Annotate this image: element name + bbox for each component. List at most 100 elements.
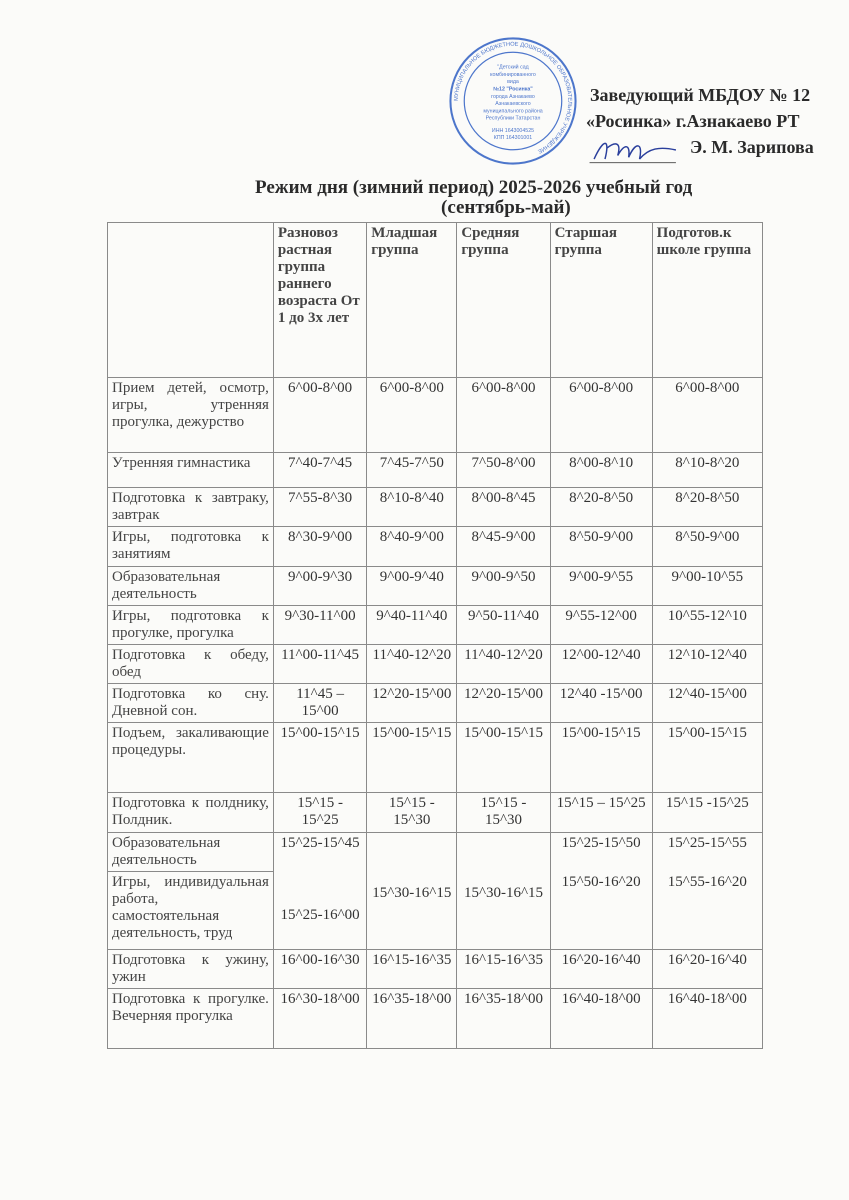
time-cell: 16^15-16^35 [366,949,458,989]
time-cell: 15^30-16^15 [366,832,458,950]
time-range: 15^25-15^55 [667,835,747,851]
time-cell: 11^00-11^45 [272,644,368,684]
activity-label: Образовательная деятельность [107,832,274,872]
svg-text:КПП 164301001: КПП 164301001 [494,135,533,141]
table-row: Игры, индивидуальная работа, самостоятел… [107,871,763,950]
time-range: 8^45-9^00 [471,529,536,545]
time-range: 16^15-16^35 [463,952,544,968]
time-cell: 9^00-10^55 [651,566,764,606]
time-range: 9^00-9^55 [569,569,634,585]
time-cell: 11^45 – 15^00 [272,683,368,723]
time-cell: 8^50-9^00 [651,526,764,567]
approval-title: Заведующий МБДОУ № 12 [590,85,811,105]
time-cell: 15^15 – 15^25 [549,792,653,833]
time-range: 8^20-8^50 [569,490,634,506]
approval-block: Заведующий МБДОУ № 12 «Росинка» г.Азнака… [586,82,814,160]
time-range: 16^40-18^00 [561,991,641,1007]
time-cell: 9^00-9^30 [272,566,368,606]
time-cell: 15^15 - 15^25 [272,792,368,833]
time-range: 8^10-8^20 [675,455,740,471]
time-range: 6^00-8^00 [288,380,353,396]
time-cell: 15^00-15^15 [456,722,551,793]
time-cell: 16^20-16^40 [651,949,764,989]
time-cell: 15^15 -15^25 [651,792,764,833]
table-row: Подготовка к завтраку, завтрак 7^55-8^30 8… [107,487,764,527]
document-title: Режим дня (зимний период) 2025-2026 учеб… [255,178,815,218]
time-cell: 11^40-12^20 [366,644,458,684]
time-range: 16^20-16^40 [667,952,747,968]
header-preschool-group: Подготов.к школе группа [651,222,764,378]
time-cell: 7^40-7^45 [272,452,368,488]
time-range: 16^15-16^35 [372,952,452,968]
activity-label: Подъем, закаливающие процедуры. [107,722,274,793]
svg-text:Республики Татарстан: Республики Татарстан [486,116,541,122]
time-cell: 16^30-18^00 [272,988,368,1049]
time-range: 15^15 - 15^30 [480,795,527,828]
time-range: 7^50-8^00 [471,455,536,471]
time-cell: 8^10-8^40 [366,487,458,527]
daily-schedule-table: Разновоз растная группа раннего возраста… [107,222,764,1049]
time-cell: 9^00-9^50 [456,566,551,606]
activity-label: Игры, индивидуальная работа, самостоятел… [107,871,274,950]
time-cell: 16^35-18^00 [456,988,551,1049]
time-range: 15^15 – 15^25 [556,795,646,811]
svg-text:комбинированного: комбинированного [490,72,536,78]
time-range: 15^00-15^15 [463,725,544,741]
activity-label: Подготовка к завтраку, завтрак [107,487,274,527]
time-range: 11^40-12^20 [372,647,452,663]
svg-text:ИНН 1643004525: ИНН 1643004525 [492,128,534,134]
svg-text:муниципального района: муниципального района [483,107,542,114]
activity-label: Подготовка ко сну. Дневной сон. [107,683,274,723]
time-cell: 15^25-15^45 15^25-16^00 [272,832,368,950]
time-cell: 6^00-8^00 [272,377,368,453]
activity-label: Утренняя гимнастика [107,452,274,488]
time-range: 12^40 -15^00 [559,686,643,702]
time-range: 8^20-8^50 [675,490,740,506]
activity-label: Подготовка к ужину, ужин [107,949,274,989]
time-cell: 6^00-8^00 [366,377,458,453]
time-range: 16^30-18^00 [280,991,360,1007]
activity-label: Игры, подготовка к занятиям [107,526,274,567]
time-range: 7^45-7^50 [379,455,444,471]
official-stamp: МУНИЦИПАЛЬНОЕ БЮДЖЕТНОЕ ДОШКОЛЬНОЕ ОБРАЗ… [449,37,577,165]
time-range: 8^30-9^00 [288,529,353,545]
table-row: Игры, подготовка к занятиям 8^30-9^00 8^40… [107,526,764,567]
time-cell: 9^40-11^40 [366,605,458,645]
time-cell: 16^20-16^40 [549,949,653,989]
time-cell: 12^20-15^00 [456,683,551,723]
activity-label: Прием детей, осмотр, игры, утренняя прог… [107,377,274,453]
time-range: 6^00-8^00 [569,380,634,396]
time-range: 16^35-18^00 [463,991,544,1007]
time-range: 15^25-15^50 [561,835,641,851]
time-range: 15^00-15^15 [667,725,747,741]
time-cell: 8^00-8^10 [549,452,653,488]
activity-label: Образовательная деятельность [107,566,274,606]
time-range: 9^00-9^30 [288,569,353,585]
time-range: 15^30-16^15 [463,885,544,901]
time-cell: 8^30-9^00 [272,526,368,567]
approval-organization: «Росинка» г.Азнакаево РТ [586,111,800,131]
table-row: Подъем, закаливающие процедуры. 15^00-15^… [107,722,764,793]
svg-text:вида: вида [507,79,519,85]
time-range: 12^10-12^40 [667,647,747,663]
time-cell: 12^10-12^40 [651,644,764,684]
time-range: 8^00-8^10 [569,455,634,471]
time-cell: 6^00-8^00 [651,377,764,453]
svg-text:Азнакаевского: Азнакаевского [495,101,531,107]
time-range: 15^25-15^45 [280,835,360,851]
time-range: 9^50-11^40 [467,608,539,624]
time-range: 16^40-18^00 [667,991,747,1007]
time-range: 9^00-10^55 [671,569,744,585]
time-cell: 15^30-16^15 [456,832,551,950]
time-range: 10^55-12^10 [667,608,747,624]
time-cell: 7^50-8^00 [456,452,551,488]
time-cell: 7^45-7^50 [366,452,458,488]
time-range: 11^40-12^20 [464,647,543,663]
time-cell: 16^40-18^00 [549,988,653,1049]
time-cell: 6^00-8^00 [549,377,653,453]
activity-label: Подготовка к обеду, обед [107,644,274,684]
time-cell: 16^00-16^30 [272,949,368,989]
time-cell: 15^25-15^50 15^50-16^20 [549,832,653,950]
time-cell: 9^00-9^40 [366,566,458,606]
table-header-row: Разновоз растная группа раннего возраста… [107,222,764,378]
